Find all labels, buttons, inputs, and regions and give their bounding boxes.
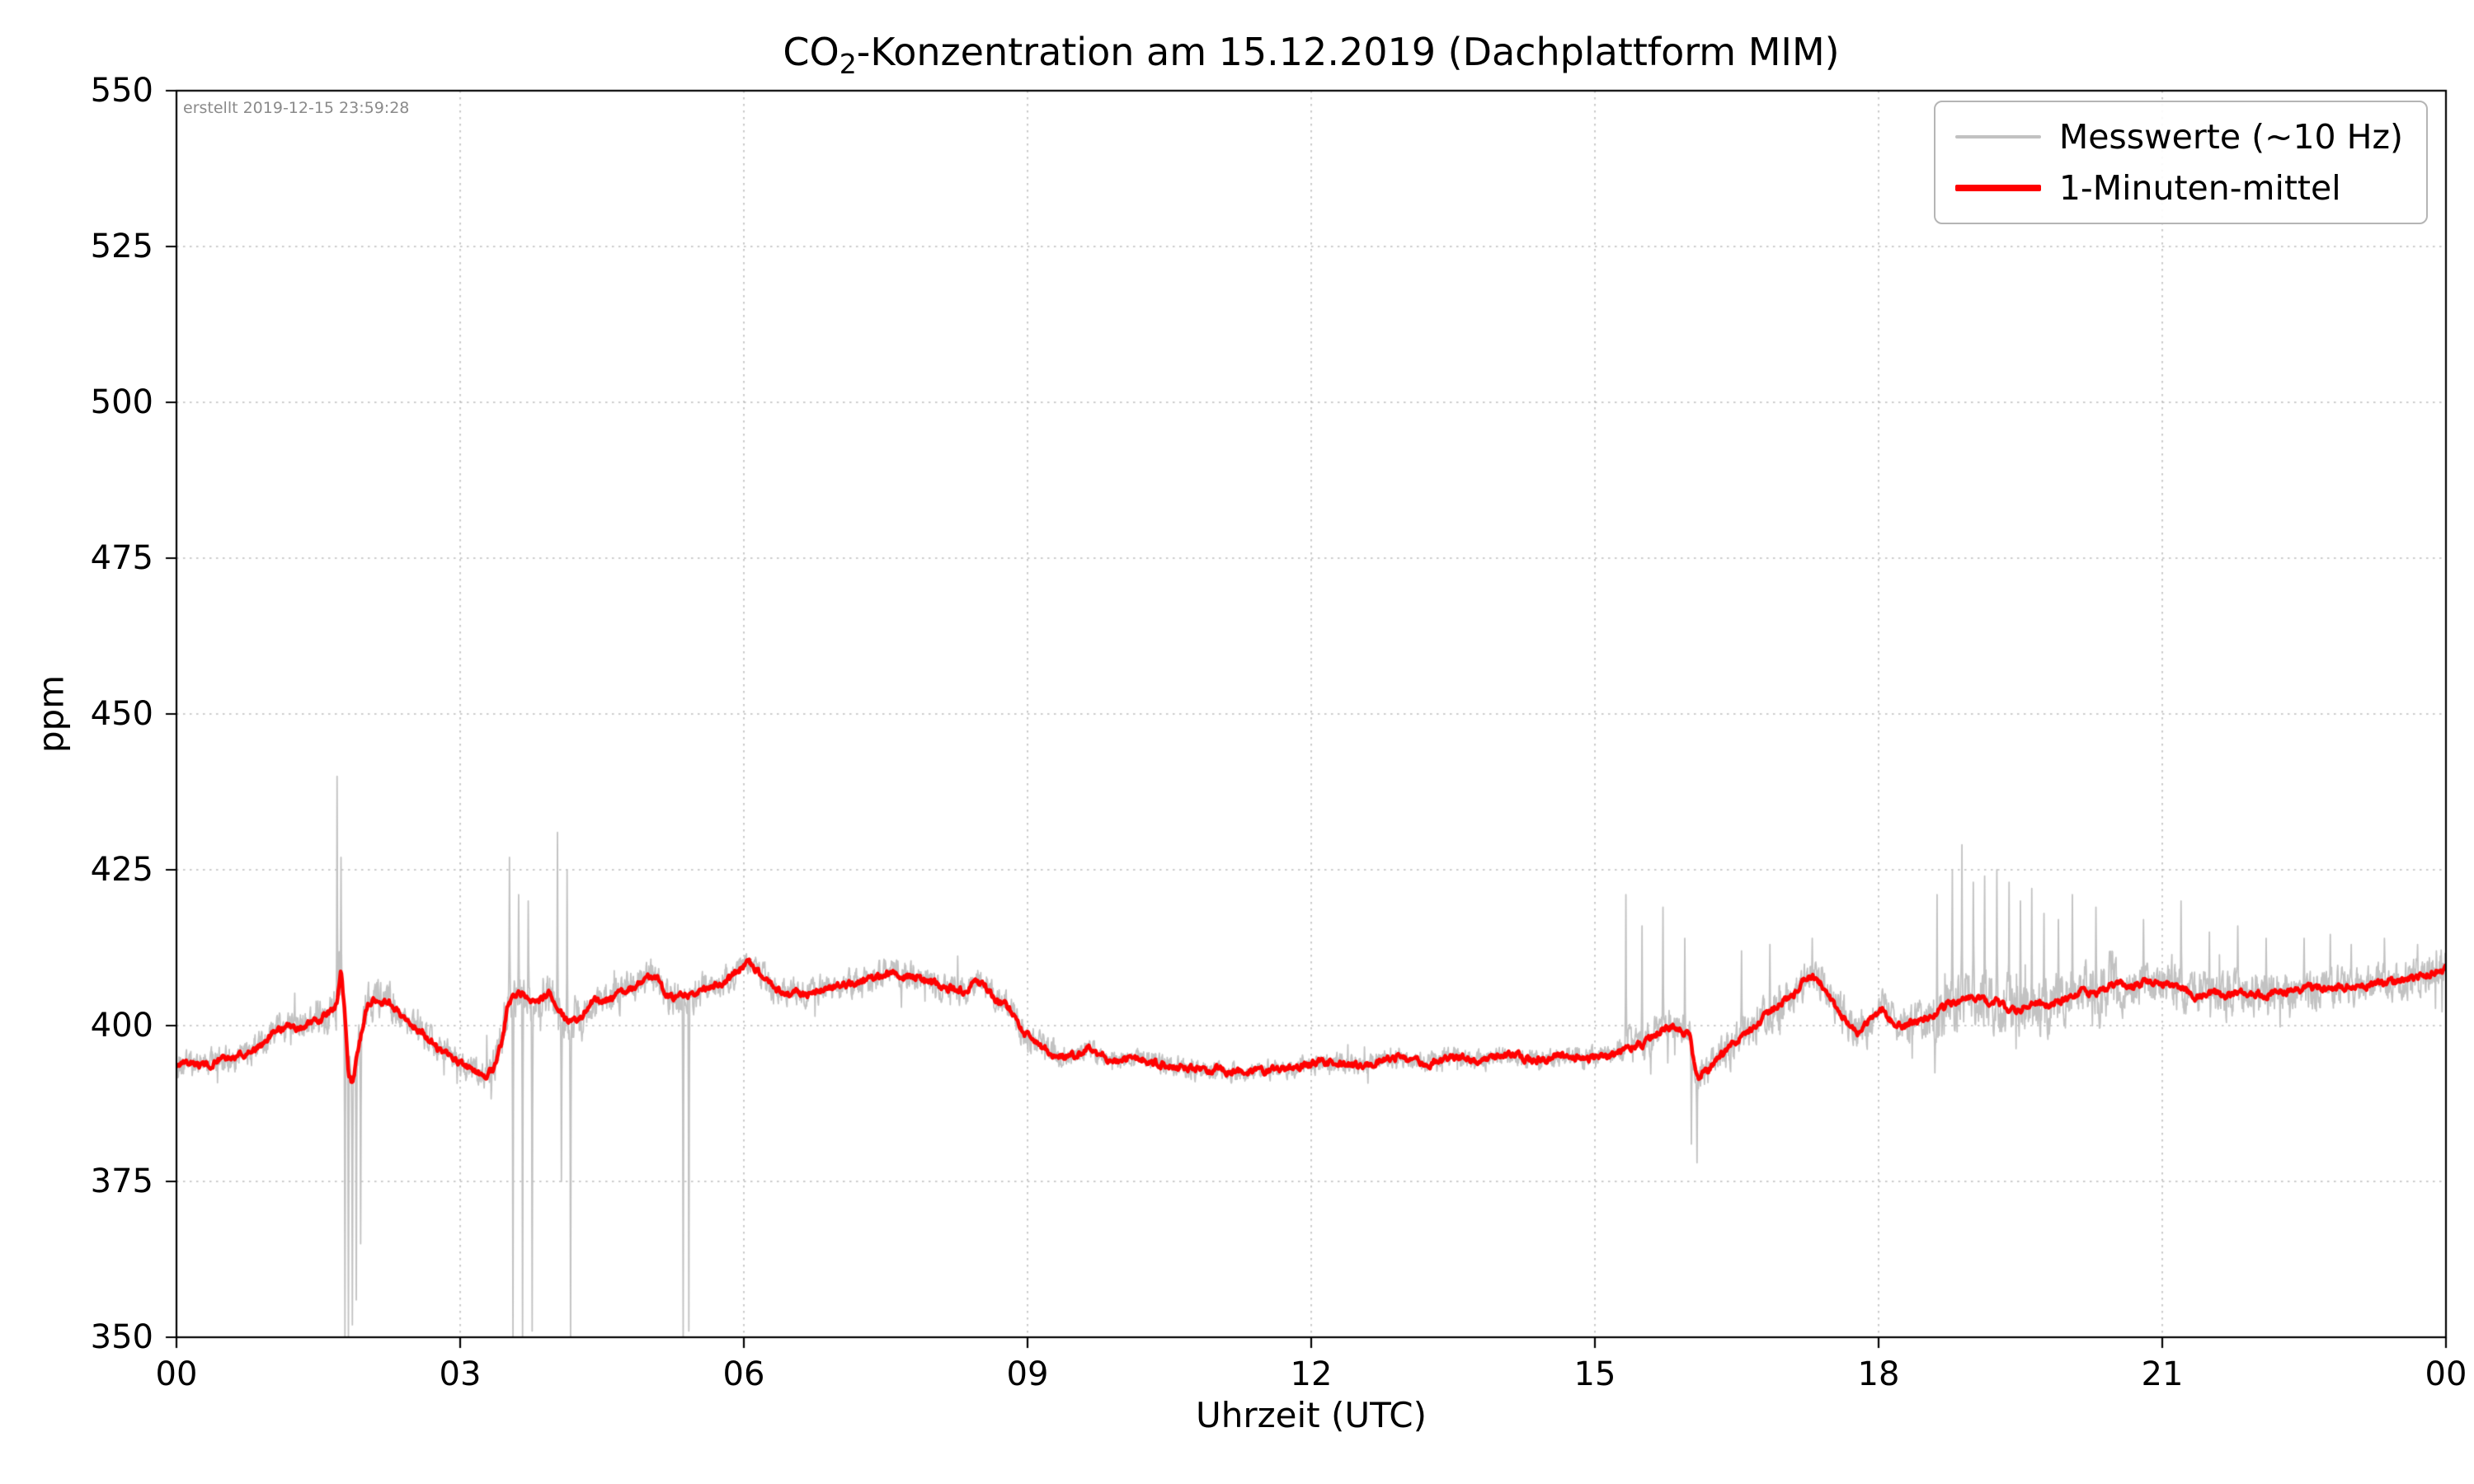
x-tick-label: 06: [722, 1355, 765, 1393]
created-timestamp-annotation: erstellt 2019-12-15 23:59:28: [183, 99, 410, 117]
x-axis-label: Uhrzeit (UTC): [1195, 1395, 1427, 1435]
y-tick-label: 525: [90, 228, 153, 265]
x-tick-label: 18: [1857, 1355, 1900, 1393]
y-tick-label: 450: [90, 695, 153, 733]
y-tick-label: 400: [90, 1007, 153, 1045]
legend-label-mean: 1-Minuten-mittel: [2058, 168, 2341, 208]
y-tick-label: 375: [90, 1162, 153, 1200]
x-tick-label: 03: [439, 1355, 482, 1393]
legend-label-raw: Messwerte (~10 Hz): [2058, 117, 2403, 157]
y-tick-label: 425: [90, 851, 153, 889]
y-tick-label: 550: [90, 72, 153, 110]
legend-item-mean: 1-Minuten-mittel: [1954, 168, 2403, 208]
raw-series-line-sample: [1954, 135, 2041, 139]
mean-series-line-sample: [1954, 185, 2041, 191]
y-axis-label: ppm: [31, 674, 72, 754]
y-tick-label: 500: [90, 383, 153, 421]
x-tick-label: 00: [2425, 1355, 2467, 1393]
x-tick-label: 12: [1290, 1355, 1333, 1393]
chart-title-subscript: 2: [839, 48, 857, 81]
x-tick-label: 21: [2141, 1355, 2184, 1393]
y-tick-label: 475: [90, 539, 153, 577]
x-tick-label: 09: [1006, 1355, 1049, 1393]
legend-box: Messwerte (~10 Hz) 1-Minuten-mittel: [1933, 101, 2428, 224]
x-tick-label: 15: [1573, 1355, 1616, 1393]
x-tick-label: 00: [155, 1355, 198, 1393]
y-tick-label: 350: [90, 1318, 153, 1356]
chart-title-suffix: -Konzentration am 15.12.2019 (Dachplattf…: [856, 30, 1840, 74]
legend-item-raw: Messwerte (~10 Hz): [1954, 117, 2403, 157]
chart-title: CO2-Konzentration am 15.12.2019 (Dachpla…: [176, 30, 2446, 80]
chart-title-prefix: CO: [783, 30, 840, 74]
